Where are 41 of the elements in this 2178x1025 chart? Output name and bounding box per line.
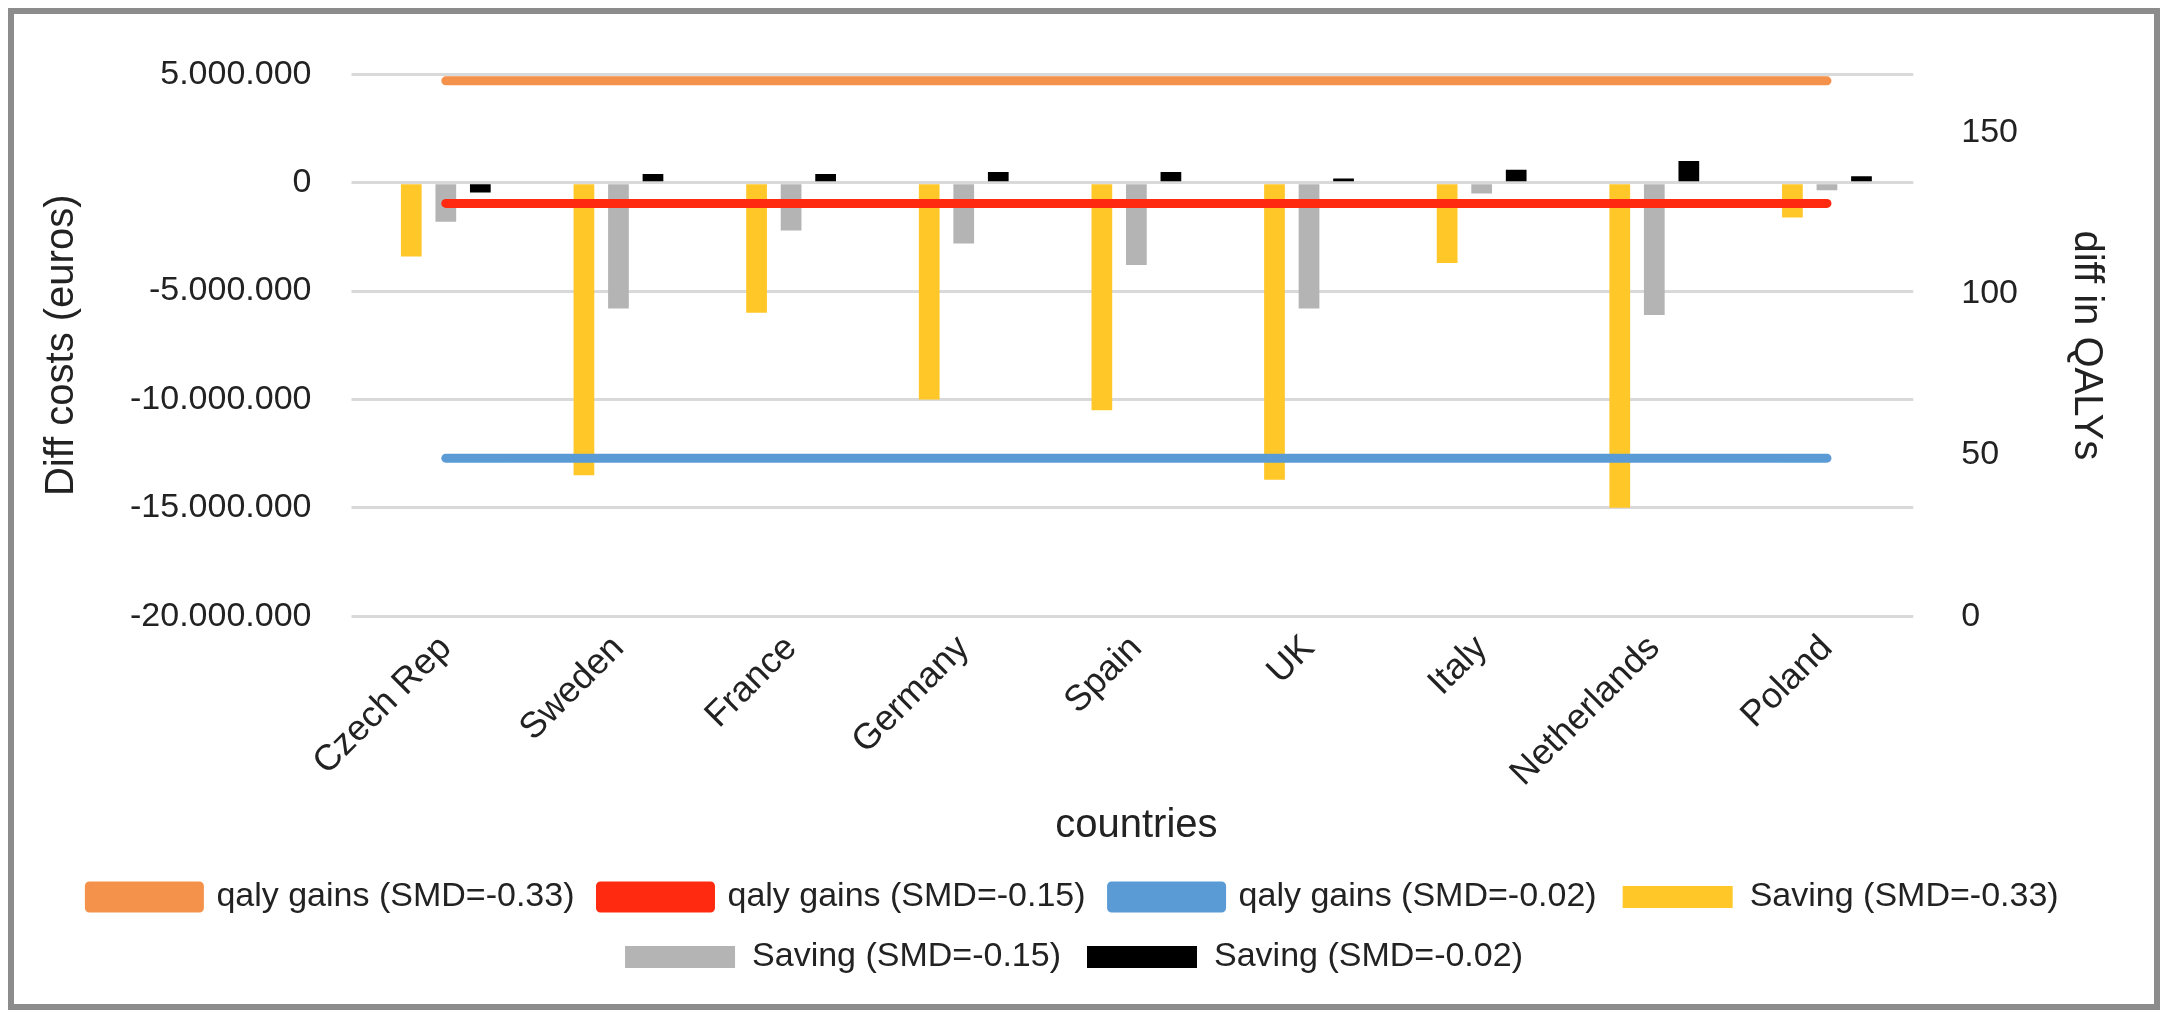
bar [1333,178,1354,182]
bar [1505,169,1527,182]
y-tick-label: 0 [292,161,312,200]
y-tick-label: -5.000.000 [148,269,312,308]
legend-label: Saving (SMD=-0.02) [1214,935,1523,974]
legend-label: qaly gains (SMD=-0.33) [216,875,575,914]
y-tick-label: -10.000.000 [129,377,312,416]
bar [642,174,664,182]
y-axis-title: Diff costs (euros) [37,194,82,497]
bar [1851,176,1872,182]
bar [400,184,422,257]
y2-tick-label: 0 [1961,594,1981,633]
legend-label: qaly gains (SMD=-0.15) [727,875,1086,914]
bar [987,171,1009,182]
bar [815,174,836,182]
x-tick-label: UK [1257,626,1322,691]
bar [1264,184,1285,480]
bar [918,184,940,400]
y-tick-label: 5.000.000 [160,52,312,91]
legend-label: Saving (SMD=-0.15) [752,935,1062,974]
x-tick-label: Italy [1418,626,1495,702]
bar [1678,161,1700,182]
x-axis-title: countries [1055,801,1218,846]
legend-label: Saving (SMD=-0.33) [1749,875,2059,914]
bar [1471,184,1493,194]
bar [1643,184,1665,315]
bar [469,184,491,193]
bar [1091,184,1113,411]
bar [746,184,767,313]
bar [1816,184,1838,191]
bar [1609,184,1631,508]
y2-tick-label: 150 [1961,110,2019,149]
bar [1160,171,1182,182]
legend-label: qaly gains (SMD=-0.02) [1238,875,1597,914]
y2-tick-label: 100 [1961,272,2019,311]
y2-tick-label: 50 [1961,433,2000,472]
y-tick-label: -15.000.000 [129,486,312,525]
y-tick-label: -20.000.000 [129,594,312,633]
y2-axis-title: diff in QALYs [2066,230,2111,461]
bar [608,184,629,309]
bar [573,184,595,476]
